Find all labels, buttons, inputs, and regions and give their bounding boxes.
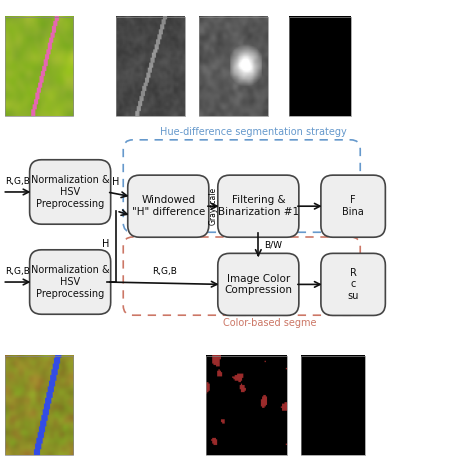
Bar xyxy=(116,17,185,116)
Text: Image Color
Compression: Image Color Compression xyxy=(224,273,292,295)
FancyBboxPatch shape xyxy=(128,175,209,237)
Bar xyxy=(289,17,351,116)
FancyBboxPatch shape xyxy=(218,175,299,237)
FancyBboxPatch shape xyxy=(29,160,110,224)
Bar xyxy=(199,17,268,116)
Bar xyxy=(5,17,73,116)
Bar xyxy=(206,356,287,455)
Text: H: H xyxy=(111,177,119,187)
Text: Normalization &
HSV
Preprocessing: Normalization & HSV Preprocessing xyxy=(31,175,109,209)
Text: B/W: B/W xyxy=(264,241,282,250)
Text: Hue-difference segmentation strategy: Hue-difference segmentation strategy xyxy=(160,128,346,137)
Text: R,G,B: R,G,B xyxy=(152,267,177,276)
Text: R
c
su: R c su xyxy=(347,268,359,301)
Text: R,G,B: R,G,B xyxy=(6,267,30,276)
Text: R,G,B: R,G,B xyxy=(6,177,30,186)
Bar xyxy=(301,356,365,455)
Text: Grayscale: Grayscale xyxy=(209,187,218,225)
FancyBboxPatch shape xyxy=(29,250,110,314)
Bar xyxy=(5,356,73,455)
FancyBboxPatch shape xyxy=(321,253,385,316)
Text: Filtering &
Binarization #1: Filtering & Binarization #1 xyxy=(218,195,299,217)
FancyBboxPatch shape xyxy=(218,253,299,316)
FancyBboxPatch shape xyxy=(321,175,385,237)
Text: H: H xyxy=(102,239,109,249)
Text: Normalization &
HSV
Preprocessing: Normalization & HSV Preprocessing xyxy=(31,265,109,299)
Text: Color-based segme: Color-based segme xyxy=(223,318,316,328)
Text: F
Bina: F Bina xyxy=(342,195,364,217)
Text: Windowed
"H" difference: Windowed "H" difference xyxy=(132,195,205,217)
